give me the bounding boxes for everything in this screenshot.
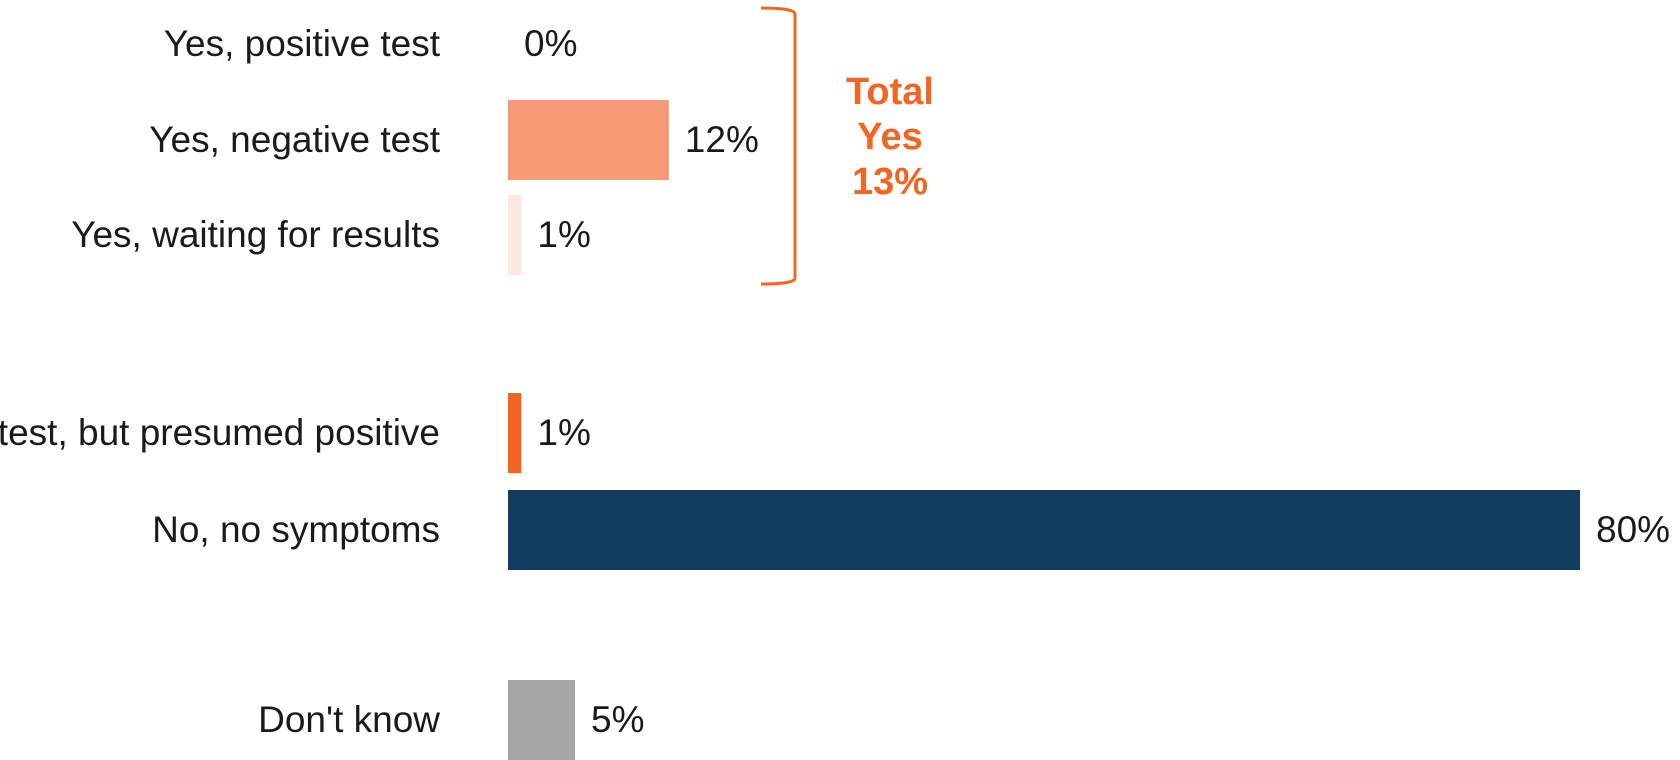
total-yes-line-3: 13% <box>852 161 928 203</box>
category-label-don-t-know: Don't know <box>258 699 440 740</box>
total-yes-annotation: Total Yes 13% <box>760 6 934 286</box>
value-label-yes-waiting-for-results: 1% <box>537 214 590 255</box>
bar-yes-waiting-for-results <box>508 195 522 275</box>
category-label-no-no-symptoms: No, no symptoms <box>152 509 440 550</box>
total-yes-label: Total Yes 13% <box>846 71 934 203</box>
category-label-yes-positive-test: Yes, positive test <box>164 23 441 64</box>
value-label-yes-negative-test: 12% <box>685 119 759 160</box>
category-label-no-test-but-presumed-positive: No test, but presumed positive <box>0 412 440 453</box>
value-labels-group: 0% 12% 1% 1% 80% 5% <box>524 23 1670 740</box>
bar-no-no-symptoms <box>508 490 1580 570</box>
value-label-yes-positive-test: 0% <box>524 23 577 64</box>
total-yes-bracket <box>760 6 797 286</box>
total-yes-line-2: Yes <box>857 116 923 158</box>
bar-don-t-know <box>508 680 575 760</box>
total-yes-line-1: Total <box>846 71 934 113</box>
value-label-no-test-but-presumed-positive: 1% <box>537 412 590 453</box>
bar-yes-negative-test <box>508 100 669 180</box>
bars-group <box>508 100 1580 760</box>
category-label-yes-negative-test: Yes, negative test <box>149 119 440 160</box>
bar-no-test-but-presumed-positive <box>508 393 522 473</box>
value-label-don-t-know: 5% <box>591 699 644 740</box>
value-label-no-no-symptoms: 80% <box>1596 509 1670 550</box>
category-label-yes-waiting-for-results: Yes, waiting for results <box>71 214 440 255</box>
category-labels-group: Yes, positive test Yes, negative test Yes,… <box>0 23 441 740</box>
